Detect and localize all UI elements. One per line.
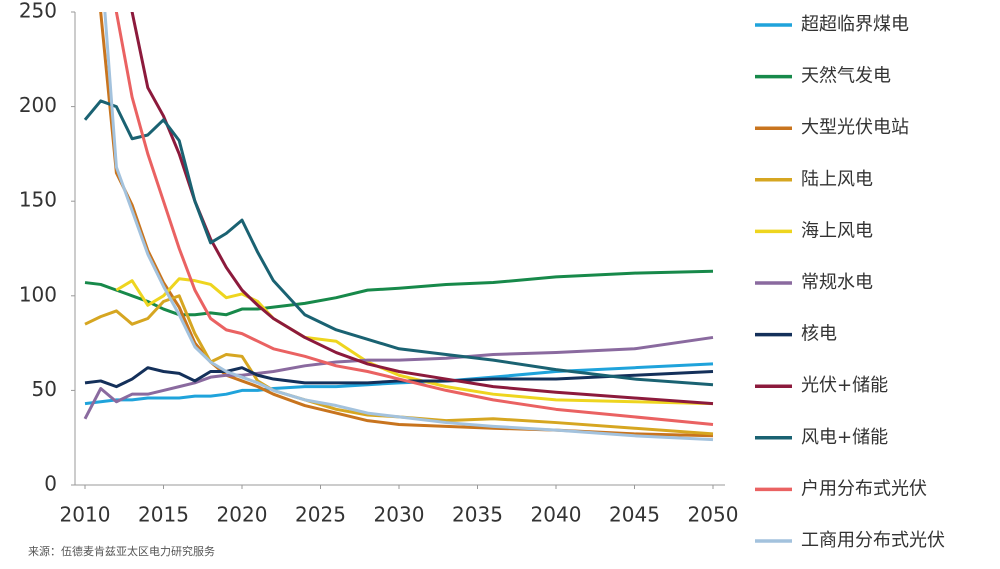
legend-label: 核电 [801,324,837,345]
x-tick-label: 2020 [217,503,268,527]
x-tick-label: 2040 [531,503,582,527]
legend-label: 陆上风电 [801,169,873,190]
line [83,99,714,387]
y-tick-label: 250 [19,0,57,23]
x-tick-label: 2025 [295,503,346,527]
x-tick-label: 2050 [688,503,739,527]
legend-label: 工商用分布式光伏 [801,530,945,551]
y-tick-label: 150 [19,188,57,212]
legend-label: 光伏+储能 [801,375,888,396]
source: 来源：伍德麦肯兹亚太区电力研究服务 [28,544,215,558]
y-tick-label: 50 [32,377,57,401]
line [103,12,714,442]
legend-label: 大型光伏电站 [801,117,909,138]
legend-label: 风电+储能 [801,427,888,448]
legend-label: 海上风电 [801,220,873,241]
line [84,294,714,436]
x-tick-label: 2010 [60,503,111,527]
x-tick-label: 2035 [452,503,503,527]
y-tick-label: 100 [19,282,57,306]
line [114,12,714,426]
x-tick-label: 2045 [609,503,660,527]
x-tick-label: 2030 [374,503,425,527]
line [130,12,714,406]
legend-label: 超超临界煤电 [801,14,909,35]
legend-label: 常规水电 [801,272,873,293]
y-tick-label: 200 [19,93,57,117]
legend-label: 户用分布式光伏 [801,478,927,499]
line [115,277,714,406]
line [99,12,714,438]
y-tick-label: 0 [44,472,57,496]
legend-label: 天然气发电 [801,66,891,87]
x-tick-label: 2015 [138,503,189,527]
line [84,269,714,317]
line [84,366,714,389]
